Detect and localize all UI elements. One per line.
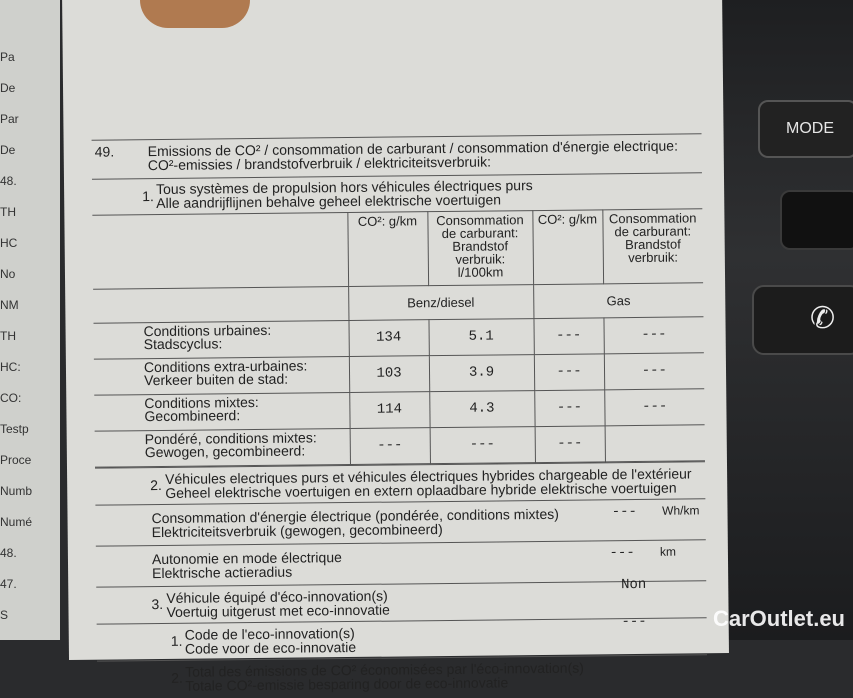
s1-nl: Alle aandrijflijnen behalve geheel elekt… bbox=[156, 191, 502, 212]
edge-text: Numb bbox=[0, 484, 33, 498]
edge-text: HC bbox=[0, 236, 18, 250]
mode-button[interactable]: MODE bbox=[758, 100, 853, 158]
edge-text: De bbox=[0, 81, 16, 95]
s31-number: 1. bbox=[170, 632, 183, 649]
s1-number: 1. bbox=[142, 188, 154, 205]
s2-number: 2. bbox=[150, 476, 162, 494]
fuel-gas: Gas bbox=[533, 282, 704, 319]
edge-text: Proce bbox=[0, 453, 32, 467]
co2-value: 114 bbox=[349, 391, 430, 429]
thumb bbox=[140, 0, 250, 28]
elec-nl: Elektriciteitsverbruik (gewogen, gecombi… bbox=[151, 521, 443, 541]
edge-text: De bbox=[0, 143, 16, 157]
phone-icon: ✆ bbox=[810, 302, 836, 335]
consumption-value: 3.9 bbox=[428, 354, 535, 392]
s3-number: 3. bbox=[151, 595, 164, 613]
row-label-nl: Stadscyclus: bbox=[143, 335, 223, 353]
gas-co2-value: --- bbox=[534, 425, 605, 463]
co2-value: --- bbox=[349, 427, 430, 465]
row-label-nl: Verkeer buiten de stad: bbox=[144, 370, 289, 389]
consumption-value: --- bbox=[429, 426, 535, 464]
consumption-value: 4.3 bbox=[429, 390, 535, 428]
eco-code-value: --- bbox=[621, 613, 647, 631]
edge-text: TH bbox=[0, 205, 16, 219]
co2-value: 103 bbox=[348, 355, 430, 393]
edge-text: No bbox=[0, 267, 16, 281]
edge-text: 47. bbox=[0, 577, 17, 591]
edge-text: Numé bbox=[0, 515, 33, 529]
watermark-logo: CarOutlet.eu bbox=[712, 606, 845, 631]
gas-consumption-value: --- bbox=[604, 388, 705, 426]
edge-text: Testp bbox=[0, 422, 29, 436]
edge-text: 48. bbox=[0, 174, 17, 188]
gas-consumption-value: --- bbox=[603, 352, 705, 390]
electric-consumption-row: Consommation d'énergie électrique (pondé… bbox=[95, 498, 706, 546]
edge-text: NM bbox=[0, 298, 19, 312]
header-gas-consumption: Consommation de carburant: Brandstof ver… bbox=[602, 208, 704, 284]
scroll-wheel[interactable] bbox=[780, 190, 853, 250]
s2-nl: Geheel elektrische voertuigen en extern … bbox=[165, 479, 677, 501]
fuel-benz-diesel: Benz/diesel bbox=[348, 284, 534, 321]
electric-range-row: Autonomie en mode électrique Elektrische… bbox=[95, 539, 707, 587]
background-document bbox=[0, 0, 60, 640]
table-row: Pondéré, conditions mixtes: Gewogen, geco… bbox=[94, 424, 705, 468]
header-co2: CO²: g/km bbox=[347, 211, 429, 287]
eco-innovation-value: Non bbox=[620, 576, 647, 594]
elec-value: --- Wh/km bbox=[611, 503, 700, 521]
edge-text: TH bbox=[0, 329, 16, 343]
emissions-table: CO²: g/km Consommation de carburant: Bra… bbox=[92, 208, 705, 468]
edge-text: Pa bbox=[0, 50, 15, 64]
row-label-nl: Gewogen, gecombineerd: bbox=[144, 442, 306, 461]
range-value: --- km bbox=[609, 544, 676, 562]
edge-text: CO: bbox=[0, 391, 22, 405]
consumption-value: 5.1 bbox=[428, 318, 534, 356]
gas-co2-value: --- bbox=[533, 353, 605, 391]
gas-co2-value: --- bbox=[533, 317, 604, 355]
edge-text: HC: bbox=[0, 360, 21, 374]
s31-nl: Code voor de eco-innovatie bbox=[184, 638, 357, 657]
s32-number: 2. bbox=[171, 669, 183, 686]
row-label-nl: Gecombineerd: bbox=[144, 407, 241, 425]
phone-button[interactable]: ✆ bbox=[752, 285, 853, 355]
edge-text: S bbox=[0, 608, 9, 622]
gas-co2-value: --- bbox=[534, 389, 605, 427]
title-nl: CO²-emissies / brandstofverbruik / elekt… bbox=[147, 153, 492, 174]
section-number: 49. bbox=[94, 143, 115, 160]
gas-consumption-value bbox=[604, 424, 705, 462]
edge-text: Par bbox=[0, 112, 19, 126]
document-page: 49. Emissions de CO² / consommation de c… bbox=[62, 0, 729, 698]
gas-consumption-value: --- bbox=[603, 316, 704, 354]
edge-text: 48. bbox=[0, 546, 17, 560]
header-gas-co2: CO²: g/km bbox=[532, 209, 604, 285]
header-consumption: Consommation de carburant: Brandstof ver… bbox=[427, 210, 534, 286]
co2-value: 134 bbox=[348, 319, 429, 357]
